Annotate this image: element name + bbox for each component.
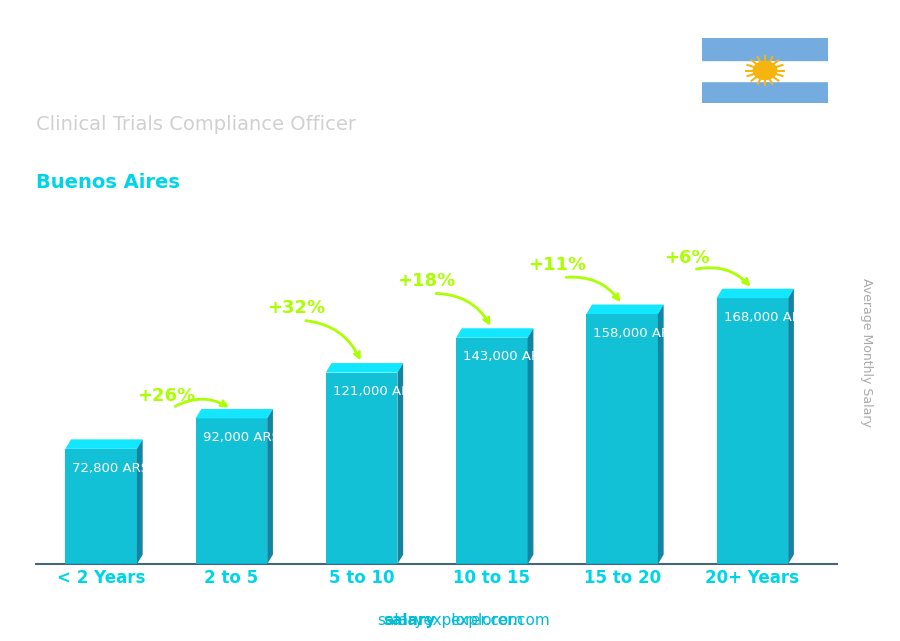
Text: +18%: +18% xyxy=(398,272,456,290)
Text: Clinical Trials Compliance Officer: Clinical Trials Compliance Officer xyxy=(36,115,356,135)
Polygon shape xyxy=(527,328,534,564)
Polygon shape xyxy=(66,439,143,449)
Text: salaryexplorer.com: salaryexplorer.com xyxy=(377,613,523,628)
FancyBboxPatch shape xyxy=(66,449,137,564)
Circle shape xyxy=(753,62,777,79)
Text: Salary Comparison By Experience: Salary Comparison By Experience xyxy=(36,45,612,74)
FancyBboxPatch shape xyxy=(195,419,267,564)
Polygon shape xyxy=(326,363,403,372)
Text: salary: salary xyxy=(383,613,436,628)
Polygon shape xyxy=(398,363,403,564)
Text: 143,000 ARS: 143,000 ARS xyxy=(464,351,549,363)
Bar xyxy=(702,38,828,60)
Text: 92,000 ARS: 92,000 ARS xyxy=(202,431,280,444)
Text: 121,000 ARS: 121,000 ARS xyxy=(333,385,418,398)
Text: 158,000 ARS: 158,000 ARS xyxy=(593,327,679,340)
Text: +11%: +11% xyxy=(528,256,586,274)
Bar xyxy=(702,60,828,81)
Text: 168,000 ARS: 168,000 ARS xyxy=(724,311,809,324)
FancyBboxPatch shape xyxy=(456,338,527,564)
Text: +32%: +32% xyxy=(267,299,326,317)
Polygon shape xyxy=(267,409,273,564)
Polygon shape xyxy=(658,304,663,564)
FancyBboxPatch shape xyxy=(326,372,398,564)
FancyBboxPatch shape xyxy=(586,314,658,564)
Polygon shape xyxy=(195,409,273,419)
Polygon shape xyxy=(586,304,663,314)
Text: +6%: +6% xyxy=(664,249,710,267)
Polygon shape xyxy=(137,439,143,564)
Text: Average Monthly Salary: Average Monthly Salary xyxy=(860,278,873,427)
Polygon shape xyxy=(456,328,534,338)
Text: +26%: +26% xyxy=(137,387,195,404)
Text: explorer.com: explorer.com xyxy=(450,613,550,628)
Bar xyxy=(702,81,828,103)
Polygon shape xyxy=(788,288,794,564)
FancyBboxPatch shape xyxy=(716,298,788,564)
Polygon shape xyxy=(716,288,794,298)
Text: 72,800 ARS: 72,800 ARS xyxy=(73,462,149,474)
Text: Buenos Aires: Buenos Aires xyxy=(36,173,180,192)
